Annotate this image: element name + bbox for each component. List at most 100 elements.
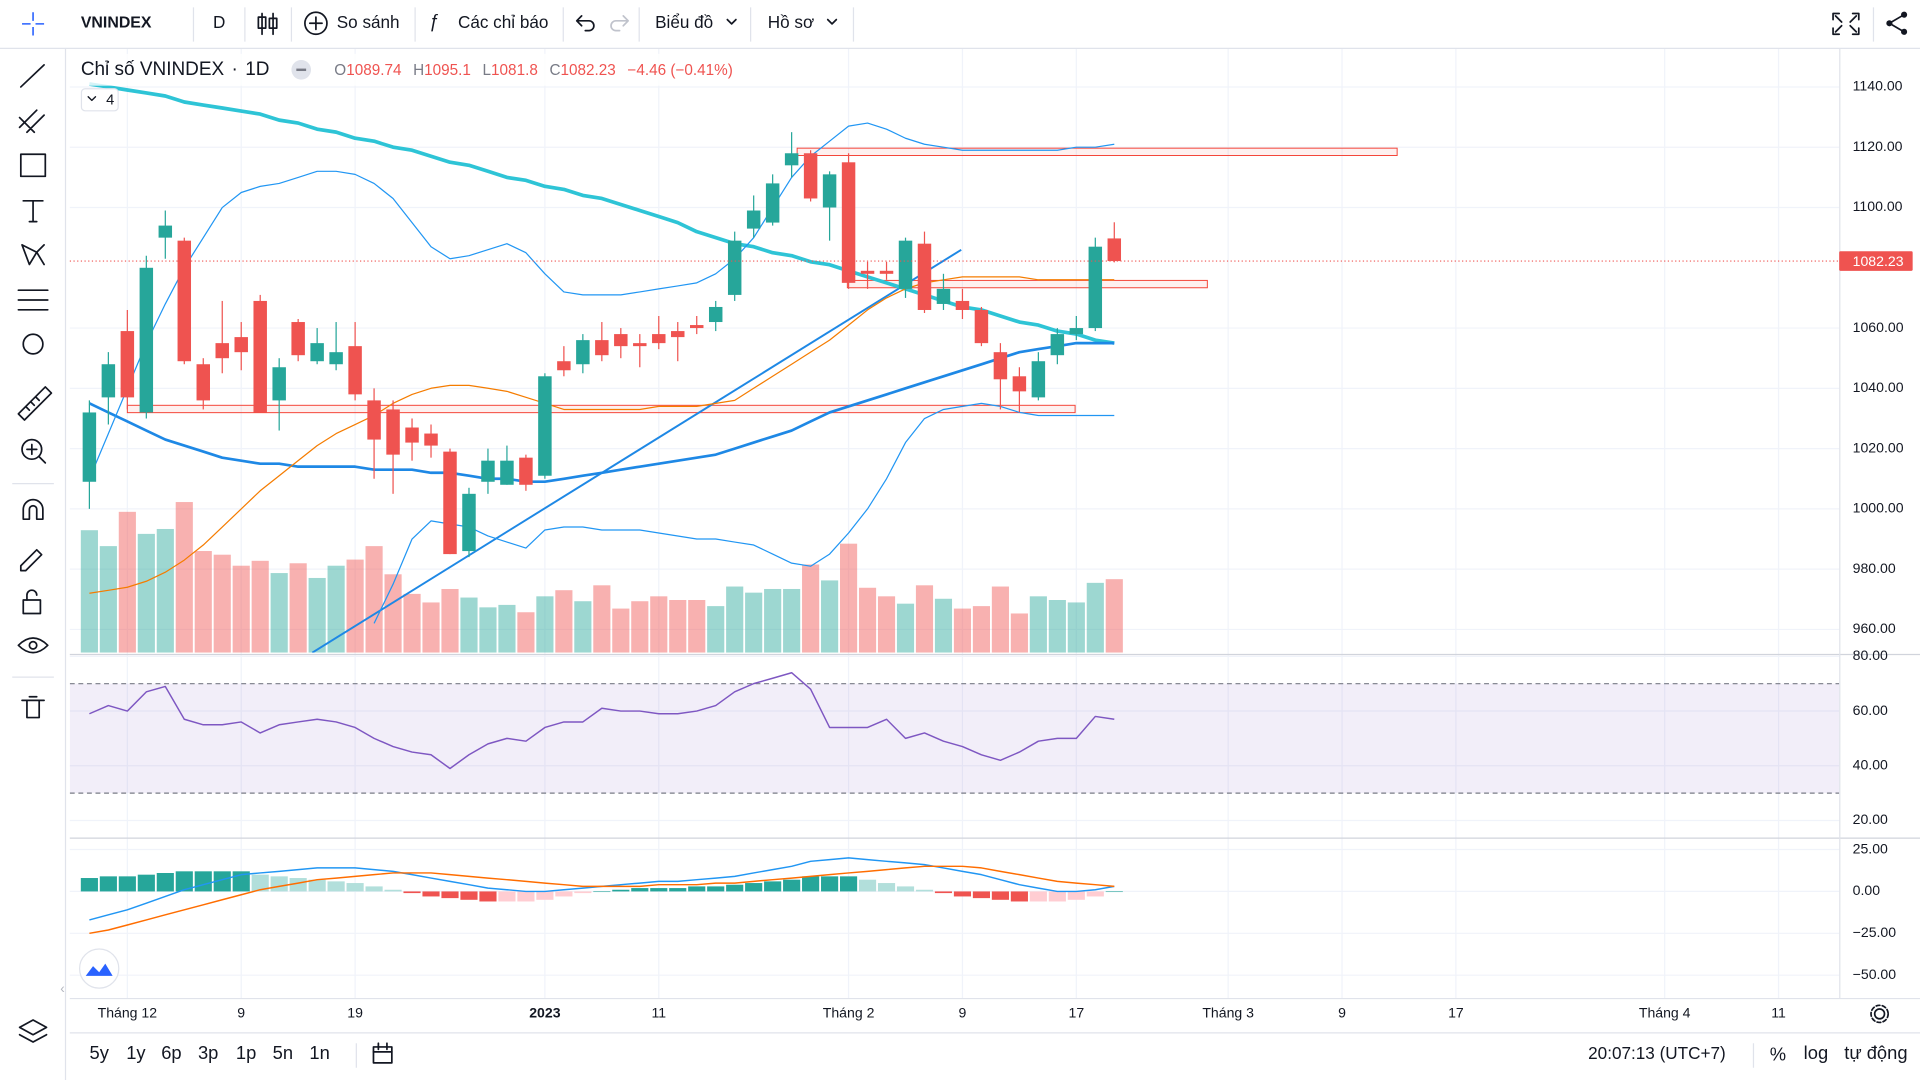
volume-bar xyxy=(175,502,193,653)
fullscreen-icon[interactable] xyxy=(1832,12,1860,36)
candle-body xyxy=(386,409,400,455)
volume-bar xyxy=(460,597,478,653)
macd-histogram-bar xyxy=(1067,891,1085,900)
goto-date-icon[interactable] xyxy=(372,1042,393,1064)
candle-body xyxy=(993,352,1008,380)
zone-rectangle[interactable] xyxy=(796,147,1398,156)
candle-body xyxy=(329,352,343,365)
volume-bar xyxy=(156,528,174,653)
open-label: O xyxy=(334,62,346,79)
volume-bar xyxy=(441,588,459,653)
indicators-icon[interactable]: ƒ xyxy=(429,10,439,31)
macd-histogram-bar xyxy=(802,876,820,892)
candle-body xyxy=(557,361,571,371)
chart-menu[interactable]: Biểu đồ xyxy=(655,12,713,32)
volume-bar xyxy=(270,573,288,653)
range-button[interactable]: 1p xyxy=(236,1042,256,1063)
candle-body xyxy=(784,153,799,166)
volume-bar xyxy=(422,602,440,653)
macd-histogram-bar xyxy=(422,891,440,897)
candle-body xyxy=(348,346,362,395)
undo-icon[interactable] xyxy=(575,15,595,32)
candle-body xyxy=(614,334,628,347)
trend-line[interactable] xyxy=(311,248,962,653)
profile-menu[interactable]: Hồ sơ xyxy=(768,12,814,32)
ohlc: O1089.74 H1095.1 L1081.8 C1082.23 −4.46 … xyxy=(334,62,733,79)
compare-button[interactable]: So sánh xyxy=(337,12,400,32)
candle-body xyxy=(158,225,173,238)
icon-tool[interactable] xyxy=(22,333,44,355)
prediction-tool[interactable] xyxy=(17,289,49,311)
volume-bar xyxy=(650,596,668,653)
volume-bar xyxy=(213,554,231,653)
macd-histogram-bar xyxy=(1048,891,1066,902)
pattern-tool[interactable] xyxy=(21,244,45,266)
range-button[interactable]: 5n xyxy=(273,1042,293,1063)
range-button[interactable]: 1n xyxy=(309,1042,329,1063)
range-button[interactable]: 3p xyxy=(198,1042,218,1063)
macd-histogram-bar xyxy=(972,891,990,899)
magnet-tool[interactable] xyxy=(22,498,44,521)
svg-text:‹: ‹ xyxy=(60,981,64,996)
candle-body xyxy=(727,240,742,295)
auto-toggle[interactable]: tự động xyxy=(1844,1042,1907,1063)
candle-body xyxy=(974,309,989,344)
share-icon[interactable] xyxy=(1886,11,1908,35)
indicators-button[interactable]: Các chỉ báo xyxy=(458,12,548,32)
x-tick-label: 17 xyxy=(1448,1005,1464,1021)
interval[interactable]: D xyxy=(213,12,225,32)
range-button[interactable]: 6p xyxy=(161,1042,181,1063)
macd-histogram-bar xyxy=(650,888,668,892)
symbol-name: Chỉ số VNINDEX xyxy=(81,59,225,80)
volume-bar xyxy=(915,585,934,653)
macd-histogram-bar xyxy=(688,886,706,892)
zone-rectangle[interactable] xyxy=(846,279,1208,289)
candle-body xyxy=(690,325,704,329)
volume-bar xyxy=(745,592,763,653)
layers-tool[interactable] xyxy=(18,1019,48,1043)
macd-histogram-bar xyxy=(384,889,402,892)
legend: Chỉ số VNINDEX · 1D O1089.74 H1095.1 L1081… xyxy=(73,53,784,112)
candle-body xyxy=(671,331,685,338)
settings-icon[interactable] xyxy=(1870,1004,1890,1024)
trendline-tool[interactable] xyxy=(19,64,45,88)
volume-bar xyxy=(593,585,611,653)
volume-bar xyxy=(821,580,839,653)
range-button[interactable]: 5y xyxy=(89,1042,109,1063)
macd-histogram-bar xyxy=(137,874,155,892)
overlay-line xyxy=(88,341,1115,484)
candle-body xyxy=(765,183,780,223)
y-tick-label: 1140.00 xyxy=(1853,78,1903,94)
indicator-collapse[interactable] xyxy=(80,88,119,112)
zoom-tool[interactable] xyxy=(21,438,43,461)
symbol[interactable]: VNINDEX xyxy=(81,14,152,31)
visibility-tool[interactable] xyxy=(17,637,49,654)
candle-body xyxy=(898,240,913,289)
candle-body xyxy=(917,243,932,310)
percent-toggle[interactable]: % xyxy=(1770,1043,1786,1064)
shape-tool[interactable] xyxy=(19,153,47,178)
legend-title: Chỉ số VNINDEX · 1D xyxy=(81,59,270,80)
y-tick-label: 1100.00 xyxy=(1853,198,1903,214)
crosshair-icon[interactable] xyxy=(22,12,45,36)
measure-tool[interactable] xyxy=(17,386,53,421)
chart-type-icon[interactable] xyxy=(257,12,278,36)
compare-icon[interactable] xyxy=(304,11,328,36)
lock-draw-tool[interactable] xyxy=(19,548,43,572)
candle-body xyxy=(424,433,438,446)
x-tick-label: Tháng 12 xyxy=(98,1005,158,1021)
range-button[interactable]: 1y xyxy=(126,1042,146,1063)
x-tick-label: 17 xyxy=(1068,1005,1084,1021)
log-toggle[interactable]: log xyxy=(1804,1042,1829,1063)
volume-bar xyxy=(137,533,155,653)
lock-tool[interactable] xyxy=(22,599,42,615)
toolbar-bg xyxy=(0,0,1920,49)
fib-tool[interactable] xyxy=(18,109,45,134)
candle-body xyxy=(234,337,248,353)
candle-body xyxy=(272,367,286,401)
volume-bar xyxy=(972,606,990,653)
candle-body xyxy=(177,240,192,362)
text-tool[interactable] xyxy=(22,199,44,223)
candle-body xyxy=(879,270,894,274)
delete-tool[interactable] xyxy=(21,695,45,719)
